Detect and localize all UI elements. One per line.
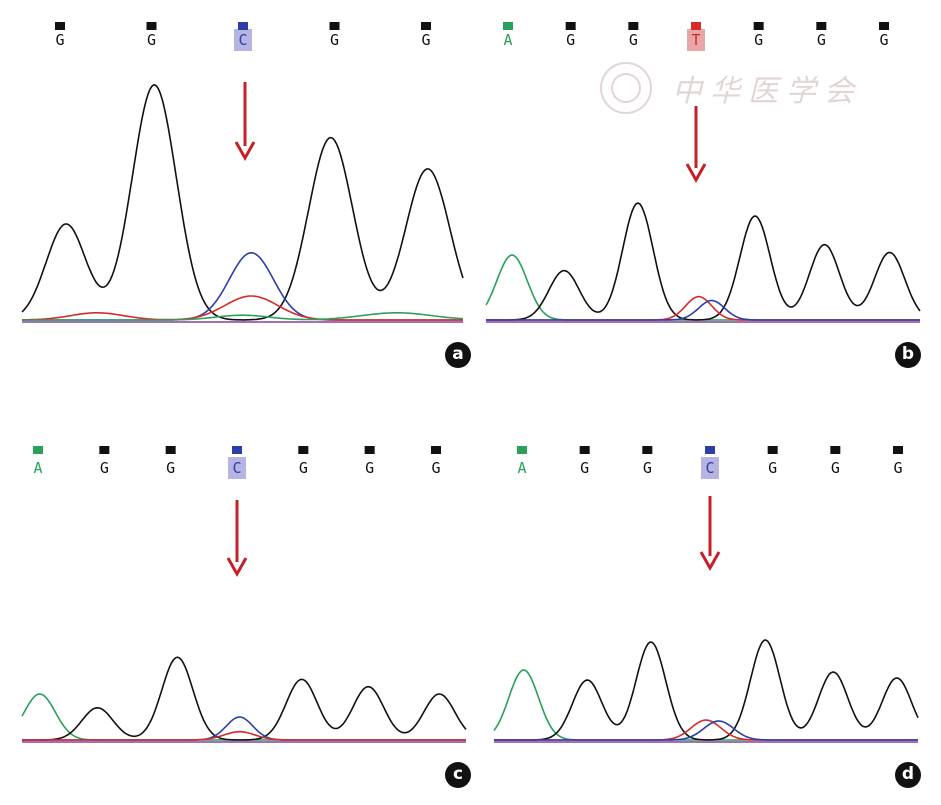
base-letter-b-1: G: [566, 31, 575, 49]
base-marker-b-6: [879, 22, 889, 30]
variant-highlight-d: [701, 457, 719, 479]
base-marker-d-5: [830, 446, 841, 454]
base-letter-c-2: G: [166, 459, 175, 477]
base-letter-d-6: G: [893, 459, 902, 477]
base-letter-a-0: G: [55, 31, 64, 49]
panel-label-b: b: [895, 342, 921, 368]
base-letter-b-6: G: [879, 31, 888, 49]
base-letter-b-2: G: [629, 31, 638, 49]
base-marker-a-3: [329, 22, 340, 30]
variant-highlight-b: [687, 29, 705, 51]
base-marker-d-6: [893, 446, 903, 454]
publisher-watermark: 中华医学会: [600, 62, 862, 114]
base-marker-a-0: [55, 22, 65, 30]
base-marker-a-4: [421, 22, 431, 30]
base-letter-a-1: G: [147, 31, 156, 49]
base-marker-d-2: [642, 446, 653, 454]
base-letter-c-6: G: [431, 459, 440, 477]
trace-a-g-0: [21, 83, 464, 321]
base-marker-b-3: [691, 22, 701, 30]
trace-a-a-3: [22, 312, 464, 321]
base-marker-c-2: [165, 446, 176, 454]
panel-label-a: a: [445, 342, 471, 368]
base-marker-c-1: [99, 446, 110, 454]
base-marker-b-0: [503, 22, 513, 30]
panel-label-c: c: [445, 762, 471, 788]
trace-c-c-2: [22, 716, 466, 741]
base-letter-a-2: C: [238, 31, 247, 49]
trace-d-c-3: [494, 720, 918, 741]
variant-highlight-c: [228, 457, 246, 479]
base-letter-d-4: G: [768, 459, 777, 477]
base-marker-b-2: [628, 22, 639, 30]
variant-highlight-a: [234, 29, 252, 51]
base-marker-c-4: [298, 446, 309, 454]
base-marker-c-3: [232, 446, 242, 454]
trace-c-t-3: [22, 730, 466, 741]
trace-b-t-2: [486, 295, 920, 321]
panel-label-d: d: [895, 762, 921, 788]
base-marker-c-6: [431, 446, 441, 454]
base-marker-c-5: [364, 446, 375, 454]
base-letter-b-0: A: [503, 31, 512, 49]
base-marker-d-4: [767, 446, 778, 454]
base-marker-d-0: [517, 446, 527, 454]
base-letter-b-4: G: [754, 31, 763, 49]
watermark-text: 中华医学会: [672, 74, 862, 109]
base-letter-c-5: G: [365, 459, 374, 477]
base-letter-d-2: G: [643, 459, 652, 477]
trace-c-g-1: [22, 656, 467, 741]
trace-b-g-1: [486, 202, 921, 321]
base-letter-d-0: A: [517, 459, 526, 477]
base-marker-b-4: [753, 22, 764, 30]
red-arrow-head-c: [226, 557, 248, 578]
base-letter-b-3: T: [691, 31, 700, 49]
base-marker-b-1: [565, 22, 576, 30]
base-marker-a-1: [146, 22, 157, 30]
red-arrow-head-b: [685, 163, 707, 184]
trace-b-c-3: [486, 299, 920, 321]
base-letter-d-1: G: [580, 459, 589, 477]
base-marker-d-3: [705, 446, 715, 454]
trace-a-t-2: [21, 295, 463, 321]
base-letter-c-0: A: [33, 459, 42, 477]
base-marker-c-0: [33, 446, 43, 454]
base-letter-b-5: G: [817, 31, 826, 49]
red-arrow-head-a: [234, 141, 256, 162]
base-letter-d-5: G: [831, 459, 840, 477]
trace-d-g-1: [494, 639, 919, 741]
base-letter-c-4: G: [299, 459, 308, 477]
base-letter-c-1: G: [100, 459, 109, 477]
base-letter-a-4: G: [421, 31, 430, 49]
trace-c-a-0: [21, 693, 466, 741]
base-marker-d-1: [579, 446, 590, 454]
red-arrow-head-d: [699, 551, 721, 572]
base-marker-a-2: [238, 22, 248, 30]
trace-d-a-0: [493, 669, 918, 741]
base-letter-c-3: C: [232, 459, 241, 477]
seal-icon: [600, 62, 652, 114]
trace-d-t-2: [494, 719, 918, 741]
base-marker-b-5: [816, 22, 827, 30]
base-letter-a-3: G: [330, 31, 339, 49]
base-letter-d-3: C: [705, 459, 714, 477]
